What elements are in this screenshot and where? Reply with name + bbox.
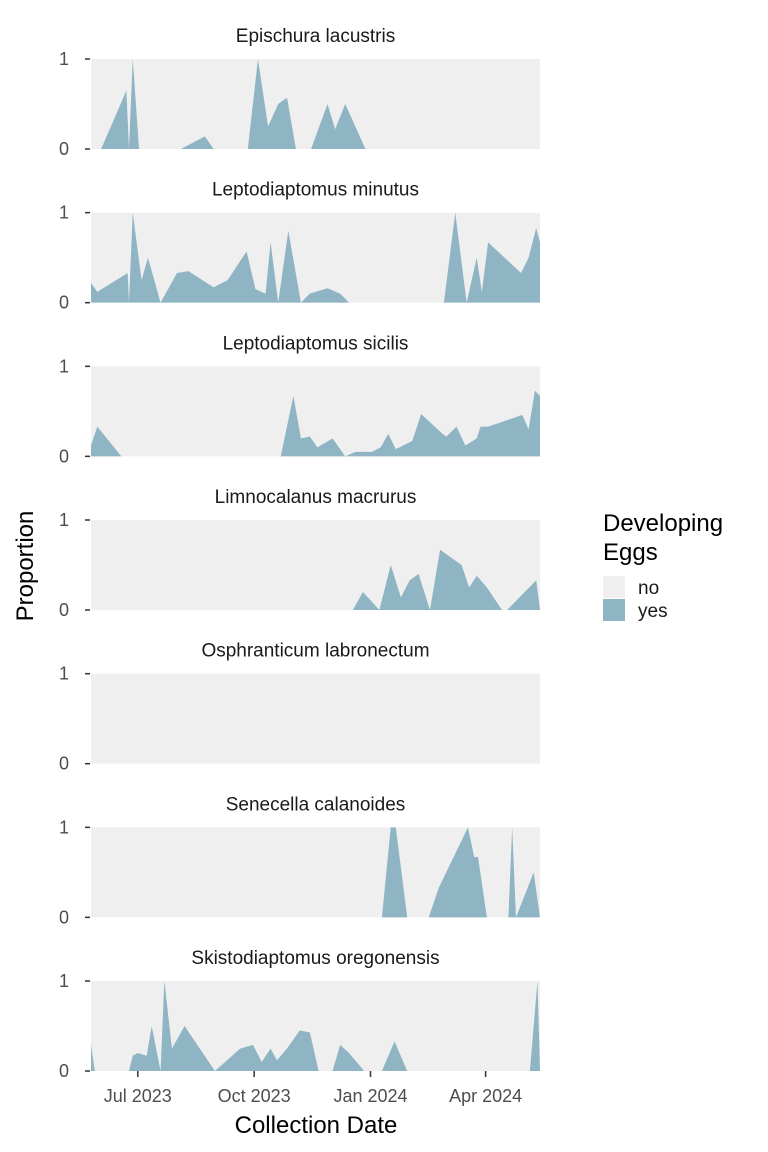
y-tick-label: 0 bbox=[59, 754, 69, 774]
y-axis-title: Proportion bbox=[12, 511, 39, 622]
y-tick-label: 1 bbox=[59, 510, 69, 530]
facet-title: Osphranticum labronectum bbox=[201, 641, 429, 662]
facet-title: Skistodiaptomus oregonensis bbox=[191, 948, 439, 969]
y-tick-label: 1 bbox=[59, 203, 69, 223]
yes-area bbox=[101, 59, 366, 149]
y-tick-label: 1 bbox=[59, 49, 69, 69]
y-tick-label: 1 bbox=[59, 664, 69, 684]
y-tick-label: 0 bbox=[59, 446, 69, 466]
facet-2: Leptodiaptomus sicilis 0 1 bbox=[59, 333, 540, 466]
panel-background bbox=[91, 212, 540, 303]
facet-3: Limnocalanus macrurus 0 1 bbox=[59, 487, 540, 620]
legend-key-no bbox=[603, 576, 625, 598]
facet-title: Leptodiaptomus sicilis bbox=[223, 333, 409, 354]
panel-background bbox=[91, 366, 540, 457]
facet-0: Epischura lacustris 0 1 bbox=[59, 26, 540, 159]
panel-background bbox=[91, 673, 540, 764]
y-tick-label: 1 bbox=[59, 356, 69, 376]
facet-6: Skistodiaptomus oregonensis 0 1 Jul 2023 Oct… bbox=[59, 948, 540, 1106]
legend-label-no: no bbox=[638, 578, 659, 599]
panel-background bbox=[91, 59, 540, 149]
y-tick-label: 0 bbox=[59, 600, 69, 620]
y-tick-label: 0 bbox=[59, 1061, 69, 1081]
x-axis-title: Collection Date bbox=[235, 1112, 398, 1139]
facet-title: Leptodiaptomus minutus bbox=[212, 180, 419, 201]
yes-area bbox=[91, 390, 540, 457]
legend-key-yes bbox=[603, 599, 625, 621]
y-tick-label: 0 bbox=[59, 293, 69, 313]
y-tick-label: 0 bbox=[59, 907, 69, 927]
y-tick-label: 1 bbox=[59, 971, 69, 991]
yes-area bbox=[352, 549, 540, 611]
yes-area bbox=[91, 981, 540, 1072]
x-tick-label: Jul 2023 bbox=[104, 1086, 172, 1106]
legend-label-yes: yes bbox=[638, 601, 668, 622]
y-tick-label: 0 bbox=[59, 139, 69, 159]
y-tick-label: 1 bbox=[59, 817, 69, 837]
yes-area bbox=[381, 827, 540, 918]
facet-1: Leptodiaptomus minutus 0 1 bbox=[59, 180, 540, 313]
x-tick-label: Oct 2023 bbox=[218, 1086, 291, 1106]
facet-title: Limnocalanus macrurus bbox=[215, 487, 417, 508]
facet-4: Osphranticum labronectum 0 1 bbox=[59, 641, 540, 774]
yes-area bbox=[91, 212, 540, 303]
facet-title: Epischura lacustris bbox=[236, 26, 395, 47]
x-tick-label: Apr 2024 bbox=[449, 1086, 522, 1106]
facet-5: Senecella calanoides 0 1 bbox=[59, 794, 540, 927]
legend-title-line1: Developing bbox=[603, 510, 723, 537]
legend: Developing Eggs no yes bbox=[603, 510, 723, 622]
facet-title: Senecella calanoides bbox=[226, 794, 406, 815]
x-tick-label: Jan 2024 bbox=[333, 1086, 407, 1106]
legend-title-line2: Eggs bbox=[603, 539, 658, 566]
